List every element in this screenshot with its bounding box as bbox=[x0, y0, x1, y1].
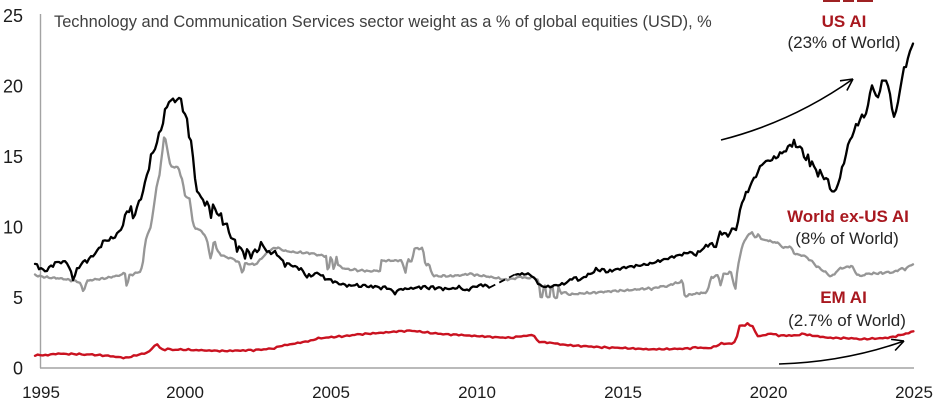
svg-text:0: 0 bbox=[13, 358, 23, 378]
svg-text:2025: 2025 bbox=[895, 383, 933, 402]
svg-text:(23% of World): (23% of World) bbox=[787, 33, 900, 52]
svg-text:EM AI: EM AI bbox=[820, 288, 867, 307]
svg-text:1995: 1995 bbox=[22, 383, 60, 402]
svg-text:(2.7% of World): (2.7% of World) bbox=[788, 311, 906, 330]
svg-text:Technology and Communication S: Technology and Communication Services se… bbox=[54, 13, 712, 31]
svg-text:25: 25 bbox=[3, 6, 23, 26]
svg-text:2020: 2020 bbox=[750, 383, 788, 402]
svg-text:2005: 2005 bbox=[312, 383, 350, 402]
svg-text:2000: 2000 bbox=[166, 383, 204, 402]
svg-text:5: 5 bbox=[13, 288, 23, 308]
svg-text:10: 10 bbox=[3, 217, 23, 237]
svg-text:15: 15 bbox=[3, 147, 23, 167]
svg-text:2015: 2015 bbox=[604, 383, 642, 402]
svg-text:US AI: US AI bbox=[822, 12, 867, 31]
svg-text:20: 20 bbox=[3, 76, 23, 96]
svg-text:2010: 2010 bbox=[458, 383, 496, 402]
svg-text:(8% of World): (8% of World) bbox=[795, 229, 899, 248]
svg-text:World ex-US AI: World ex-US AI bbox=[787, 207, 909, 226]
